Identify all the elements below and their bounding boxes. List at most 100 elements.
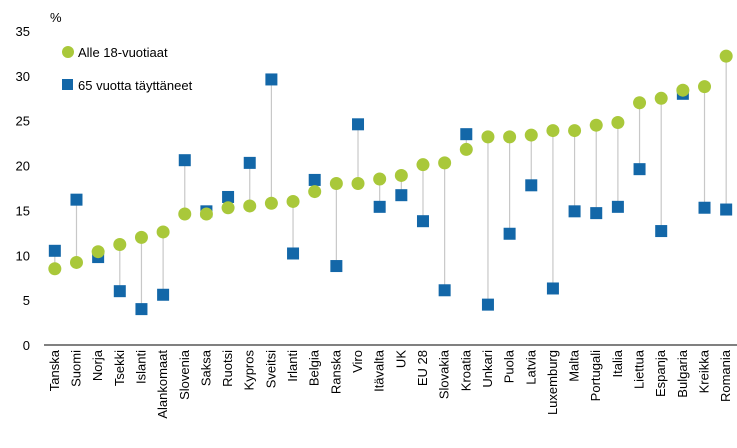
point-alle-18 (654, 91, 668, 105)
point-65-vuotta (113, 285, 126, 298)
category-label: Ranska (328, 349, 343, 394)
y-tick-label: 15 (16, 203, 30, 218)
point-alle-18 (243, 199, 257, 213)
point-alle-18 (199, 207, 213, 221)
point-65-vuotta (525, 179, 538, 192)
axes: 0 5 10 15 20 25 30 35 (16, 24, 737, 353)
point-65-vuotta (352, 118, 365, 131)
category-label: Tanska (47, 349, 62, 391)
category-label: Suomi (68, 350, 83, 387)
category-label: Viro (350, 350, 365, 373)
point-alle-18 (719, 49, 733, 63)
category-label: Liettua (632, 349, 647, 389)
point-alle-18 (459, 142, 473, 156)
point-alle-18 (676, 83, 690, 97)
point-alle-18 (568, 124, 582, 138)
point-65-vuotta (222, 190, 235, 203)
category-label: Irlanti (285, 350, 300, 382)
point-alle-18 (351, 177, 365, 191)
legend-label-series-2: 65 vuotta täyttäneet (78, 78, 193, 93)
point-65-vuotta (265, 73, 278, 86)
point-65-vuotta (330, 260, 343, 273)
point-alle-18 (329, 177, 343, 191)
category-label: Luxemburg (545, 350, 560, 415)
point-alle-18 (503, 130, 517, 144)
point-65-vuotta (243, 156, 256, 169)
category-label: Itävalta (372, 349, 387, 392)
y-tick-label: 20 (16, 159, 30, 174)
y-unit-label: % (50, 10, 62, 25)
category-label: EU 28 (415, 350, 430, 386)
category-label: Espanja (653, 349, 668, 397)
legend-marker-square (62, 79, 73, 90)
point-alle-18 (69, 255, 83, 269)
point-65-vuotta (308, 173, 321, 186)
point-alle-18 (308, 185, 322, 199)
category-label: Belgia (307, 349, 322, 386)
point-65-vuotta (590, 207, 603, 220)
category-label: Islanti (133, 350, 148, 384)
legend-label-series-1: Alle 18-vuotiaat (78, 45, 168, 60)
point-alle-18 (481, 130, 495, 144)
point-65-vuotta (503, 227, 516, 240)
point-65-vuotta (698, 201, 711, 214)
point-alle-18 (394, 168, 408, 182)
point-65-vuotta (481, 298, 494, 311)
y-tick-label: 30 (16, 69, 30, 84)
point-65-vuotta (438, 284, 451, 297)
point-65-vuotta (48, 244, 61, 257)
point-alle-18 (286, 194, 300, 208)
category-label: Alankomaat (155, 350, 170, 419)
category-label: Norja (90, 349, 105, 381)
point-alle-18 (438, 156, 452, 170)
point-alle-18 (589, 118, 603, 132)
category-label: Slovakia (437, 349, 452, 399)
point-65-vuotta (157, 288, 170, 301)
point-alle-18 (416, 158, 430, 172)
point-65-vuotta (460, 128, 473, 141)
category-label: Malta (567, 349, 582, 382)
category-label: Tsekki (112, 350, 127, 386)
point-65-vuotta (287, 247, 300, 260)
point-65-vuotta (395, 189, 408, 202)
point-alle-18 (48, 262, 62, 276)
connector-lines (54, 56, 727, 310)
point-alle-18 (134, 230, 148, 244)
point-65-vuotta (373, 200, 386, 213)
point-alle-18 (633, 96, 647, 110)
category-label: Bulgaria (675, 349, 690, 397)
point-65-vuotta (633, 163, 646, 176)
point-alle-18 (113, 238, 127, 252)
y-tick-label: 25 (16, 114, 30, 129)
legend-marker-circle (62, 46, 74, 58)
point-65-vuotta (720, 203, 733, 216)
point-alle-18 (373, 172, 387, 186)
point-65-vuotta (568, 205, 581, 218)
point-65-vuotta (416, 215, 429, 228)
point-alle-18 (156, 225, 170, 239)
category-label: Latvia (523, 349, 538, 384)
point-alle-18 (178, 207, 192, 221)
category-label: Slovenia (177, 349, 192, 400)
y-tick-label: 5 (23, 293, 30, 308)
point-alle-18 (91, 245, 105, 259)
category-label: Romania (718, 349, 733, 402)
category-label: Portugali (588, 350, 603, 401)
y-tick-label: 10 (16, 248, 30, 263)
point-alle-18 (546, 124, 560, 138)
point-alle-18 (221, 201, 235, 215)
y-tick-label: 35 (16, 24, 30, 39)
point-alle-18 (524, 128, 538, 142)
point-65-vuotta (135, 303, 148, 316)
category-label: Saksa (198, 349, 213, 386)
category-label: Kreikka (697, 349, 712, 393)
point-alle-18 (264, 196, 278, 210)
category-label: Puola (502, 349, 517, 383)
category-label: Unkari (480, 350, 495, 388)
category-label: Kroatia (458, 349, 473, 391)
category-label: Italia (610, 349, 625, 377)
point-alle-18 (611, 116, 625, 130)
category-labels: Tanska Suomi Norja Tsekki Islanti Alankomaat S… (47, 349, 733, 418)
